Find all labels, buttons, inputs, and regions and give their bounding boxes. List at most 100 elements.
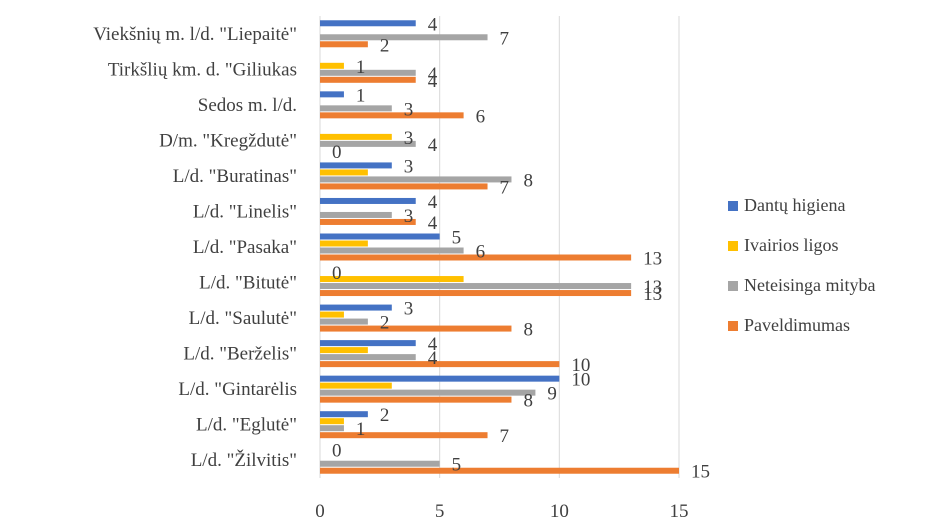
bar-dantų-higiena [320,304,392,311]
bar-paveldimumas [320,361,560,368]
data-label: 3 [404,156,414,177]
bar-paveldimumas [320,218,416,225]
legend-label: Dantų higiena [744,195,845,215]
bar-dantų-higiena [320,375,560,382]
legend-label: Paveldimumas [744,315,850,335]
data-label: 4 [428,192,438,213]
legend-swatch [728,321,738,331]
data-label: 8 [523,391,533,412]
bar-neteisinga-mityba [320,176,512,183]
bar-ivairios-ligos [320,276,464,283]
bar-neteisinga-mityba [320,460,440,467]
data-label: 6 [476,242,486,263]
bar-paveldimumas [320,290,632,297]
data-label: 1 [356,85,366,106]
category-label: L/d. "Buratinas" [173,166,297,187]
data-label: 4 [428,64,438,85]
data-label: 1 [356,419,366,440]
data-label: 13 [643,277,662,298]
category-label: Sedos m. l/d. [198,95,297,116]
bar-neteisinga-mityba [320,389,536,396]
bar-paveldimumas [320,76,416,83]
x-tick-label: 0 [315,501,325,522]
data-label: 10 [571,370,590,391]
bar-neteisinga-mityba [320,425,344,432]
category-label: Viekšnių m. l/d. "Liepaitė" [93,24,297,45]
legend-label: Neteisinga mityba [744,275,875,295]
bar-dantų-higiena [320,197,416,204]
bar-ivairios-ligos [320,311,344,318]
bar-neteisinga-mityba [320,283,632,290]
legend-swatch [728,201,738,211]
bar-ivairios-ligos [320,347,368,354]
data-label: 4 [428,213,438,234]
data-label: 3 [404,99,414,120]
bar-ivairios-ligos [320,418,344,425]
bar-paveldimumas [320,254,632,261]
category-label: L/d. "Linelis" [193,201,297,222]
category-label: L/d. "Eglutė" [196,415,297,436]
bar-paveldimumas [320,325,512,332]
bar-ivairios-ligos [320,240,368,247]
legend-swatch [728,241,738,251]
bar-ivairios-ligos [320,169,368,176]
data-label: 13 [643,284,662,305]
x-tick-label: 5 [435,501,445,522]
bar-dantų-higiena [320,233,440,240]
category-label: L/d. "Gintarėlis [178,379,297,400]
bar-neteisinga-mityba [320,247,464,254]
data-label: 0 [332,263,342,284]
bar-neteisinga-mityba [320,211,392,218]
grid [319,16,680,478]
x-axis-ticks: 0 5 10 15 [315,501,688,522]
category-label: Tirkšlių km. d. "Giliukas [108,59,297,80]
category-labels: Viekšnių m. l/d. "Liepaitė" Tirkšlių km. … [93,24,297,471]
bar-paveldimumas [320,396,512,403]
data-label: 0 [332,142,342,163]
bar-neteisinga-mityba [320,34,488,41]
data-label: 2 [380,35,390,56]
x-tick-label: 10 [550,501,569,522]
data-label: 4 [428,14,438,35]
bar-dantų-higiena [320,20,416,27]
bar-dantų-higiena [320,91,344,98]
data-label: 8 [523,320,533,341]
bar-dantų-higiena [320,340,416,347]
category-label: L/d. "Bitutė" [199,273,297,294]
data-label: 4 [428,334,438,355]
data-label: 4 [428,71,438,92]
data-label: 4 [428,348,438,369]
data-label: 13 [643,249,662,270]
bar-neteisinga-mityba [320,105,392,112]
data-label: 7 [500,426,510,447]
category-label: L/d. "Berželis" [183,344,297,365]
bar-paveldimumas [320,432,488,439]
bar-neteisinga-mityba [320,69,416,76]
bar-paveldimumas [320,467,679,474]
category-label: D/m. "Kregždutė" [159,130,297,151]
data-label: 3 [404,206,414,227]
category-label: L/d. "Saulutė" [189,308,297,329]
legend-label: Ivairios ligos [744,235,839,255]
bar-paveldimumas [320,183,488,190]
category-label: L/d. "Pasaka" [193,237,297,258]
data-label: 2 [380,313,390,334]
bar-ivairios-ligos [320,133,392,140]
data-label: 7 [500,28,510,49]
legend: Dantų higiena Ivairios ligos Neteisinga mi… [728,195,875,335]
bar-paveldimumas [320,112,464,119]
data-label: 5 [452,228,462,249]
data-label: 4 [428,135,438,156]
x-tick-label: 15 [670,501,689,522]
category-label: L/d. "Žilvitis" [191,449,297,471]
bar-neteisinga-mityba [320,318,368,325]
bar-dantų-higiena [320,411,368,418]
data-label: 5 [452,455,462,476]
data-label: 1 [356,57,366,78]
data-label: 2 [380,405,390,426]
bars [320,20,679,474]
bar-ivairios-ligos [320,382,392,389]
data-label: 10 [571,355,590,376]
